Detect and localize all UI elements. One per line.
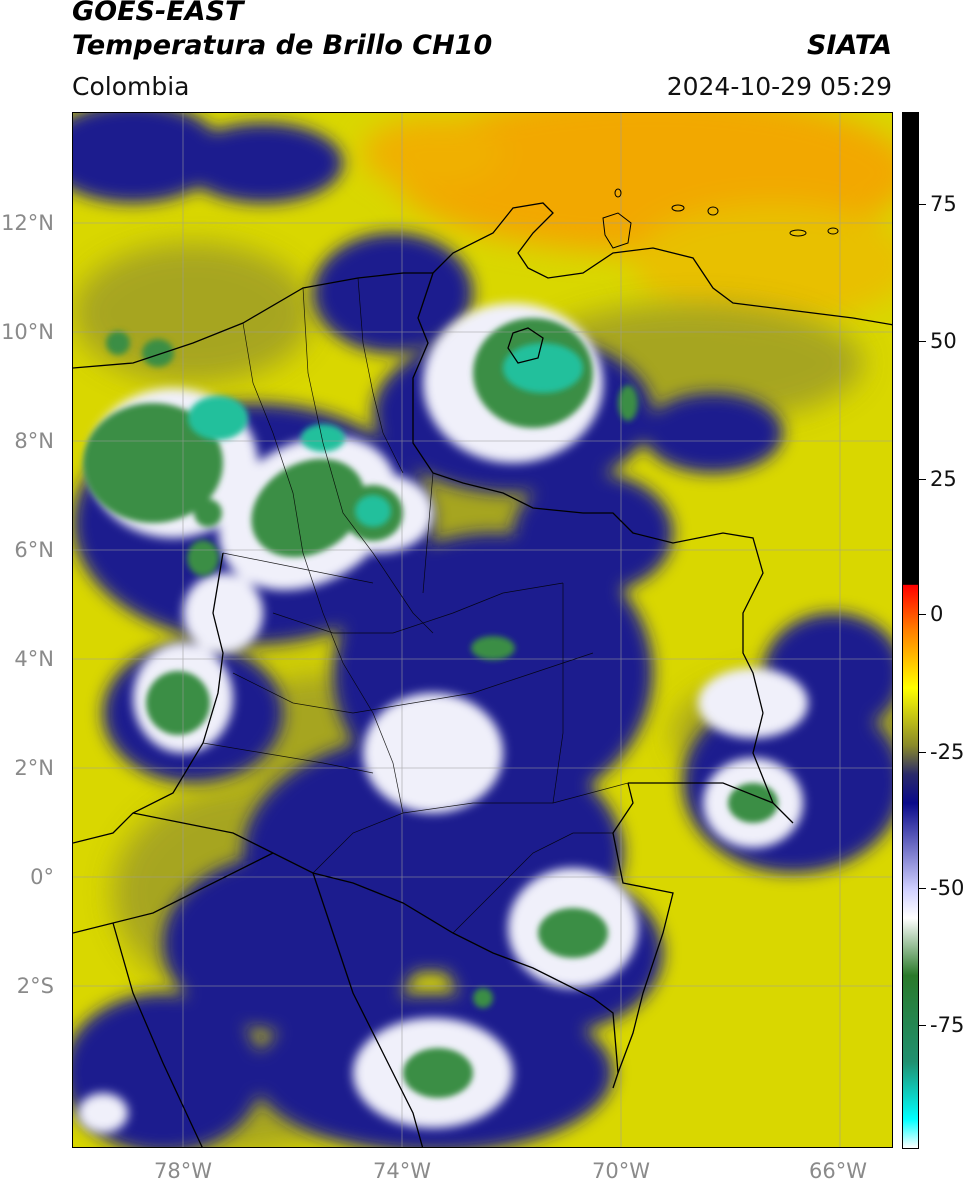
lat-tick-10n: 10°N — [1, 320, 54, 344]
convective-cores-green — [83, 318, 778, 1098]
colorbar-tick-mark — [919, 1025, 926, 1026]
colorbar-label-50: 50 — [930, 329, 957, 353]
colorbar-tick-mark — [919, 614, 926, 615]
colorbar-label-25: 25 — [930, 467, 957, 491]
lat-tick-8n: 8°N — [14, 429, 54, 453]
warm-sea-area — [363, 113, 892, 323]
lon-tick-74w: 74°W — [373, 1159, 431, 1183]
colorbar-label-minus75: -75 — [930, 1013, 965, 1037]
caribbean-islands — [602, 188, 839, 249]
lat-tick-12n: 12°N — [1, 211, 54, 235]
graticule — [73, 113, 892, 1147]
colorbar-label-75: 75 — [930, 192, 957, 216]
country-borders — [73, 202, 892, 1147]
colorbar-label-0: 0 — [930, 602, 944, 626]
convective-cores-teal — [188, 343, 583, 527]
colorbar-label-minus50: -50 — [930, 876, 965, 900]
colorbar-tick-mark — [919, 204, 926, 205]
product-title: Temperatura de Brillo CH10 — [72, 30, 493, 61]
lon-tick-78w: 78°W — [154, 1159, 212, 1183]
satellite-title: GOES-EAST — [72, 0, 244, 27]
lat-tick-6n: 6°N — [14, 538, 54, 562]
colorbar — [902, 112, 919, 1149]
department-borders — [202, 277, 629, 934]
colorbar-tick-mark — [919, 888, 926, 889]
colorbar-tick-mark — [919, 341, 926, 342]
satellite-map[interactable] — [72, 112, 893, 1148]
organization-label: SIATA — [806, 30, 892, 61]
colorbar-label-minus25: -25 — [930, 740, 965, 764]
region-label: Colombia — [72, 72, 190, 101]
lat-tick-2s: 2°S — [16, 974, 54, 998]
lat-tick-4n: 4°N — [14, 647, 54, 671]
lon-tick-70w: 70°W — [592, 1159, 650, 1183]
colorbar-tick-mark — [919, 752, 926, 753]
lon-tick-66w: 66°W — [809, 1159, 867, 1183]
lat-tick-2n: 2°N — [14, 756, 54, 780]
colorbar-tick-mark — [919, 479, 926, 480]
lat-tick-0: 0° — [30, 865, 54, 889]
datetime-label: 2024-10-29 05:29 — [666, 72, 892, 101]
